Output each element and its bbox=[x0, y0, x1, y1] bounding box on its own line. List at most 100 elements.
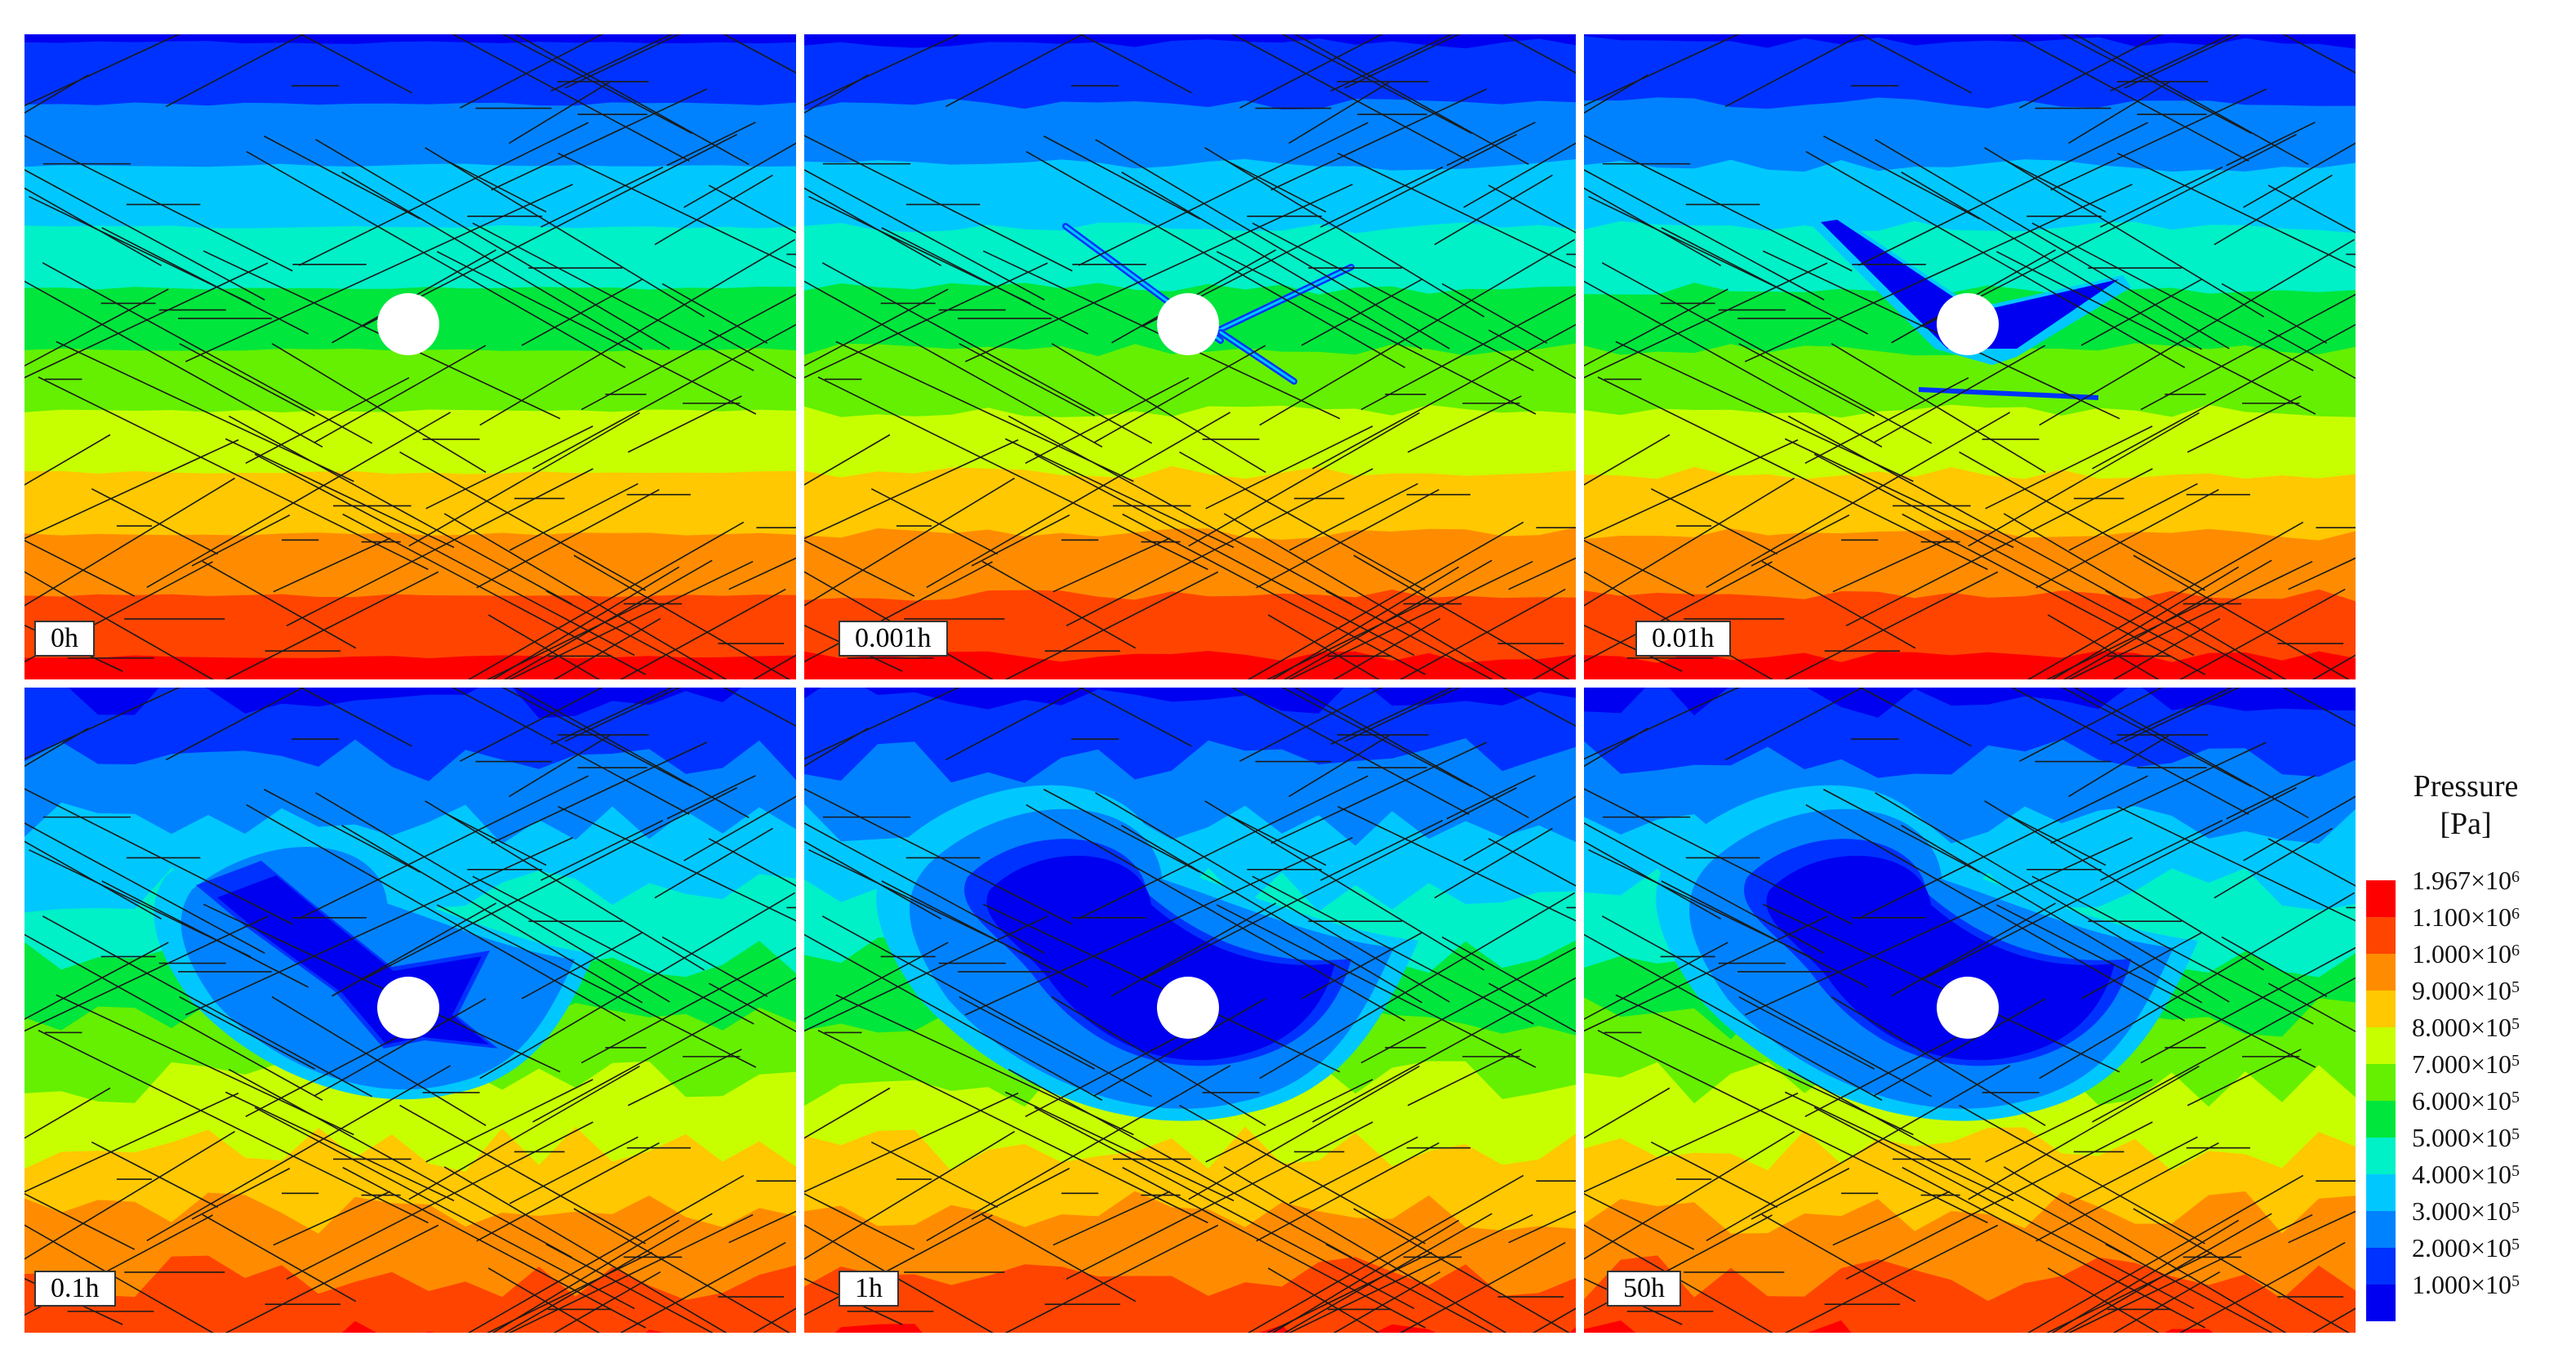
fracture-line bbox=[2187, 1049, 2302, 1107]
legend-label: 9.000×105 bbox=[2412, 973, 2520, 1009]
fracture-line bbox=[228, 1068, 572, 1258]
fracture-line bbox=[2092, 977, 2356, 1123]
fracture-line bbox=[573, 554, 790, 679]
fracture-line bbox=[1597, 1030, 1988, 1224]
legend-swatch bbox=[2366, 917, 2396, 954]
legend-mantissa: 2.000×10 bbox=[2412, 1233, 2512, 1262]
legend-swatch bbox=[2366, 1101, 2396, 1138]
fracture-line bbox=[1008, 1068, 1352, 1258]
wellbore-circle bbox=[1937, 293, 1999, 355]
fracture-line bbox=[728, 1210, 796, 1244]
fracture-line bbox=[804, 933, 1103, 1102]
fracture-line bbox=[491, 741, 708, 844]
fracture-line bbox=[1584, 822, 1825, 954]
fracture-line bbox=[1266, 598, 1433, 679]
fracture-line bbox=[2045, 598, 2213, 679]
fracture-line bbox=[2140, 293, 2356, 411]
fracture-line bbox=[1615, 994, 1914, 1136]
legend-swatch bbox=[2366, 954, 2396, 991]
fracture-line bbox=[1312, 323, 1576, 470]
fracture-line bbox=[2110, 34, 2233, 92]
fracture-line bbox=[1179, 451, 1426, 591]
legend-mantissa: 8.000×10 bbox=[2412, 1013, 2512, 1042]
fracture-line bbox=[870, 1141, 999, 1209]
fracture-line bbox=[1706, 1065, 2011, 1241]
fracture-line bbox=[1360, 946, 1576, 1064]
fracture-line bbox=[24, 822, 265, 954]
fracture-line bbox=[202, 1213, 357, 1302]
fracture-line bbox=[1858, 34, 1972, 94]
fracture-line bbox=[1968, 1065, 2200, 1200]
fracture-line bbox=[804, 788, 1073, 925]
fracture-line bbox=[728, 557, 796, 590]
fracture-line bbox=[2003, 1166, 2287, 1333]
fracture-line bbox=[1399, 1241, 1566, 1333]
fracture-line bbox=[1223, 158, 1327, 213]
legend-swatch bbox=[2366, 1064, 2396, 1101]
fracture-line bbox=[971, 1168, 1070, 1220]
fracture-line bbox=[2031, 875, 2314, 1025]
legend-mantissa: 7.000×10 bbox=[2412, 1049, 2512, 1079]
fracture-line bbox=[723, 688, 796, 728]
fracture-line bbox=[2068, 483, 2198, 551]
fracture-line bbox=[501, 688, 692, 787]
fracture-line bbox=[24, 1224, 214, 1333]
fracture-line bbox=[191, 1168, 291, 1220]
fracture-line bbox=[24, 1087, 111, 1139]
legend-title-unit: [Pa] bbox=[2440, 807, 2492, 841]
fracture-line bbox=[24, 1092, 239, 1193]
fracture-line bbox=[1332, 1271, 1441, 1333]
fracture-line bbox=[1751, 1168, 1850, 1220]
fracture-line bbox=[804, 571, 994, 679]
fracture-line bbox=[2226, 774, 2316, 820]
fracture-line bbox=[166, 34, 305, 108]
fracture-line bbox=[1845, 468, 2153, 627]
fracture-line bbox=[1288, 735, 1390, 798]
fracture-line bbox=[1725, 688, 1864, 761]
wellbore-circle bbox=[377, 293, 439, 355]
contour-panel-0.1h bbox=[24, 688, 796, 1333]
fracture-line bbox=[1832, 1191, 1951, 1246]
fracture-line bbox=[342, 513, 647, 675]
fracture-line bbox=[1584, 280, 1883, 448]
fracture-network bbox=[1584, 34, 2356, 679]
fracture-line bbox=[1008, 415, 1352, 605]
fracture-line bbox=[24, 434, 111, 486]
fracture-line bbox=[1762, 903, 2120, 1073]
wellbore-circle bbox=[1937, 977, 1999, 1039]
fracture-line bbox=[24, 262, 269, 379]
fracture-line bbox=[56, 341, 354, 483]
fracture-line bbox=[271, 995, 487, 1127]
fracture-line bbox=[179, 343, 316, 416]
contour-panel-0.01h bbox=[1584, 34, 2356, 679]
fracture-line bbox=[2003, 513, 2287, 679]
fracture-line bbox=[1532, 654, 1576, 679]
fracture-line bbox=[1288, 560, 1533, 679]
fracture-line bbox=[2100, 819, 2223, 881]
fracture-line bbox=[2267, 838, 2356, 887]
wellbore-circle bbox=[1157, 293, 1219, 355]
fracture-line bbox=[1066, 1121, 1373, 1280]
fracture-line bbox=[509, 735, 610, 798]
fracture-line bbox=[1004, 1091, 1235, 1202]
fracture-line bbox=[1804, 376, 1969, 465]
fracture-line bbox=[1301, 932, 1422, 1000]
legend-label: 3.000×105 bbox=[2412, 1193, 2520, 1230]
fracture-line bbox=[521, 932, 643, 1000]
fracture-network bbox=[24, 688, 796, 1333]
fracture-line bbox=[1288, 82, 1390, 145]
legend-exponent: 5 bbox=[2511, 1052, 2520, 1070]
fracture-line bbox=[1463, 795, 1576, 862]
fracture-line bbox=[254, 1107, 635, 1310]
fracture-line bbox=[1995, 251, 2316, 415]
fracture-line bbox=[509, 82, 610, 145]
fracture-line bbox=[1584, 788, 1853, 925]
depression-cone bbox=[1804, 210, 2131, 400]
fracture-line bbox=[1784, 1224, 1999, 1333]
fracture-line bbox=[1004, 1224, 1219, 1333]
legend-swatch bbox=[2366, 1174, 2396, 1211]
fracture-line bbox=[553, 1271, 661, 1333]
fracture-line bbox=[491, 88, 708, 191]
fracture-line bbox=[1831, 342, 2046, 474]
fracture-line bbox=[982, 903, 1341, 1073]
